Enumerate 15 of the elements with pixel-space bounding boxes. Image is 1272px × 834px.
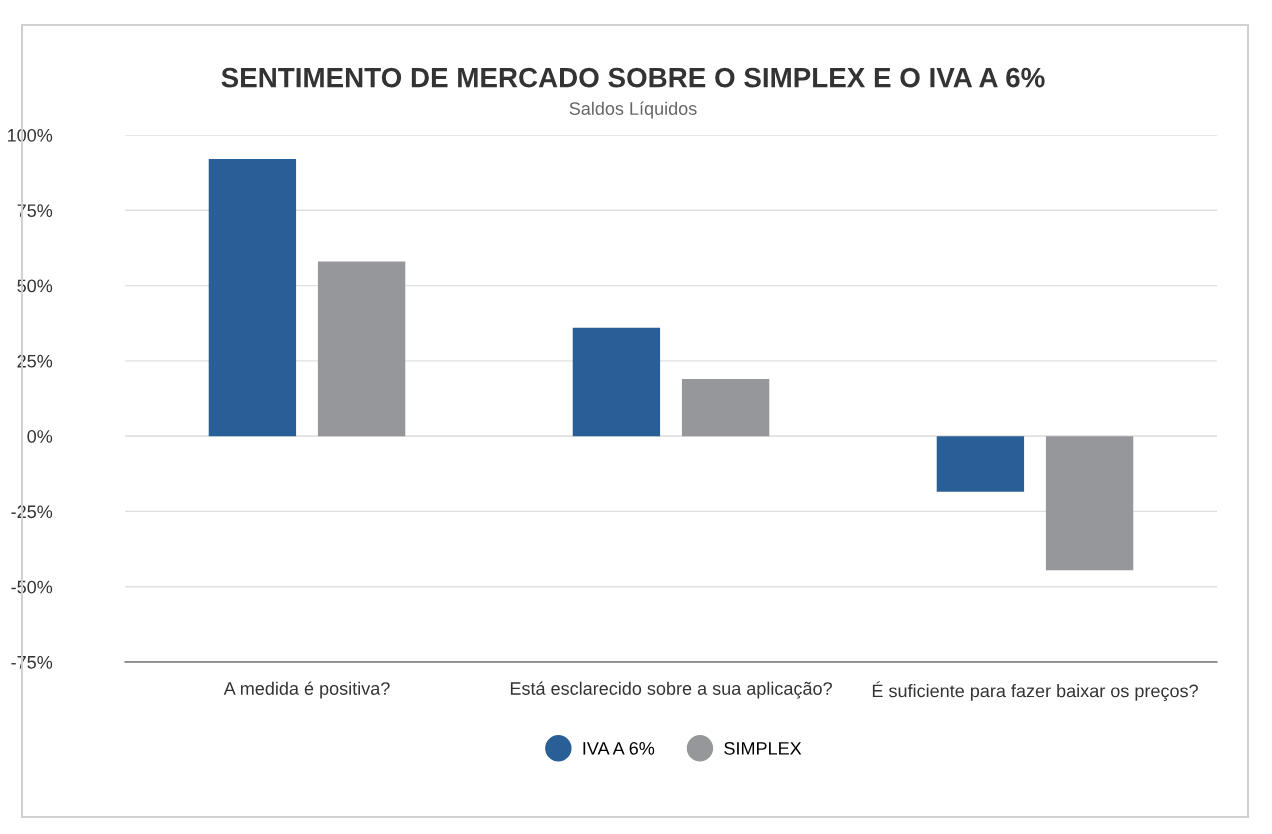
bar [317, 261, 406, 437]
bar [572, 327, 661, 437]
chart-title: SENTIMENTO DE MERCADO SOBRE O SIMPLEX E O IVA A 6% [221, 67, 1045, 88]
chart-subtitle: Saldos Líquidos [569, 101, 697, 119]
x-tick-label: A medida é positiva? [223, 681, 390, 699]
bar [1045, 436, 1134, 571]
x-tick-label: É suficiente para fazer baixar os preços? [872, 681, 1198, 701]
bar [208, 159, 297, 437]
legend-label: SIMPLEX [724, 741, 802, 755]
legend-label: IVA A 6% [583, 741, 655, 755]
bar [936, 436, 1025, 492]
bar [681, 378, 770, 437]
x-tick-label: Está esclarecido sobre a sua aplicação? [510, 681, 832, 699]
y-tick-label: 100% [7, 128, 53, 142]
y-tick-label: 0% [27, 430, 53, 443]
